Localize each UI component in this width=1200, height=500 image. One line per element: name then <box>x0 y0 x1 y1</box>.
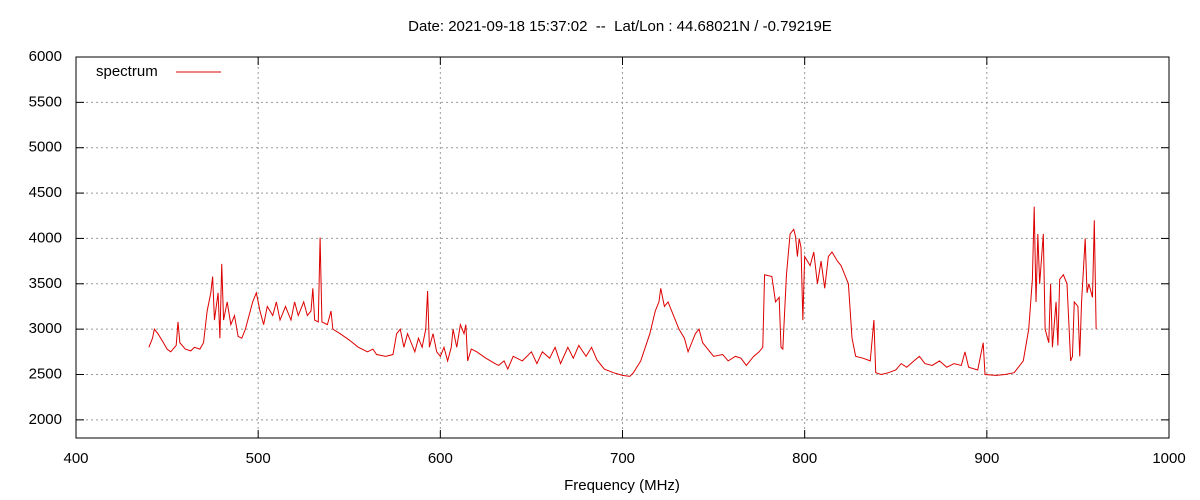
y-tick-label: 5000 <box>29 139 62 156</box>
y-tick-label: 3000 <box>29 320 62 337</box>
x-tick-label: 600 <box>428 450 453 467</box>
y-tick-label: 2000 <box>29 411 62 428</box>
x-axis-label: Frequency (MHz) <box>564 477 680 494</box>
y-tick-label: 4000 <box>29 229 62 246</box>
x-tick-label: 700 <box>610 450 635 467</box>
x-tick-label: 800 <box>792 450 817 467</box>
x-tick-label: 500 <box>246 450 271 467</box>
y-tick-label: 2500 <box>29 365 62 382</box>
chart-title: Date: 2021-09-18 15:37:02 -- Lat/Lon : 4… <box>408 18 832 35</box>
y-tick-label: 3500 <box>29 275 62 292</box>
y-tick-label: 4500 <box>29 184 62 201</box>
y-tick-label: 5500 <box>29 93 62 110</box>
series-line <box>148 206 1097 377</box>
x-tick-label: 1000 <box>1152 450 1185 467</box>
x-tick-label: 900 <box>974 450 999 467</box>
legend-label: spectrum <box>96 63 158 80</box>
plot-frame <box>75 56 1170 439</box>
x-tick-label: 400 <box>63 450 88 467</box>
y-tick-label: 6000 <box>29 48 62 65</box>
